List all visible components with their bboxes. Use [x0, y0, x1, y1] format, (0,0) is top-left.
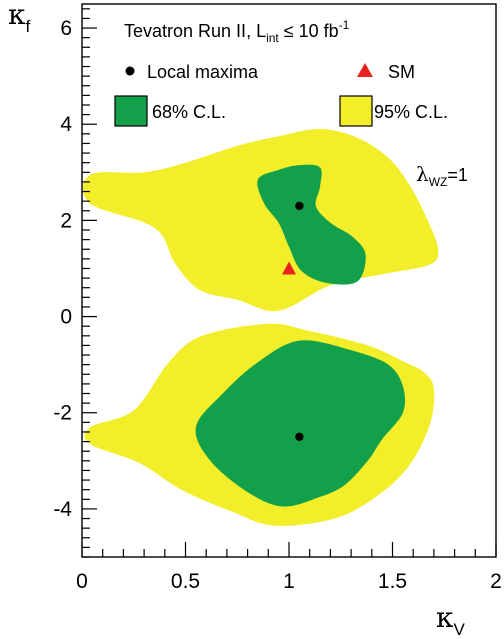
legend-cl68-label: 68% C.L. — [152, 102, 226, 122]
legend: Tevatron Run II, Lint ≤ 10 fb-1 Local ma… — [114, 18, 448, 127]
x-axis-label: κV — [436, 601, 466, 639]
y-axis-sub: f — [26, 17, 31, 36]
x-axis-sub: V — [454, 620, 466, 639]
y-axis-symbol: κ — [8, 0, 26, 31]
legend-title-prefix: Tevatron Run II, L — [124, 21, 266, 41]
legend-sm-label: SM — [388, 62, 415, 82]
legend-title: Tevatron Run II, Lint ≤ 10 fb-1 — [124, 18, 350, 45]
legend-title-sup: -1 — [339, 18, 350, 32]
legend-cl95-label: 95% C.L. — [374, 102, 448, 122]
y-tick-label: 2 — [60, 209, 72, 232]
x-tick-label: 1 — [283, 570, 295, 593]
markers — [282, 201, 304, 441]
local-maximum-point — [295, 201, 304, 211]
confidence-regions — [82, 128, 439, 526]
y-axis-label: κf — [8, 0, 31, 36]
legend-maxima-marker — [125, 66, 135, 76]
y-tick-label: -2 — [53, 402, 72, 425]
x-tick-label: 1.5 — [378, 570, 407, 593]
sm-point — [282, 261, 296, 275]
x-tick-label: 2 — [490, 570, 502, 593]
legend-cl95-swatch — [339, 95, 373, 127]
lambda-annotation: λWZ=1 — [416, 162, 468, 189]
legend-sm-marker — [357, 63, 373, 77]
y-tick-label: 4 — [60, 113, 72, 136]
legend-cl68-swatch — [114, 95, 148, 127]
lambda-rest: =1 — [447, 165, 468, 185]
x-tick-label: 0.5 — [171, 570, 200, 593]
y-tick-label: 6 — [60, 17, 72, 40]
legend-maxima-label: Local maxima — [147, 62, 259, 82]
region-68cl-2 — [257, 164, 366, 285]
lambda-symbol: λ — [416, 162, 429, 186]
region-68cl-3 — [195, 340, 406, 507]
local-maximum-point — [295, 432, 304, 441]
y-tick-label: -4 — [53, 498, 72, 521]
legend-title-mid: ≤ 10 fb — [279, 21, 339, 41]
x-tick-label: 0 — [76, 570, 88, 593]
legend-title-sub: int — [266, 31, 279, 45]
axis-tick-labels: 0 0.5 1 1.5 2 -4 -2 0 2 4 6 — [53, 17, 502, 593]
region-95cl-0 — [82, 128, 439, 312]
x-axis-symbol: κ — [436, 601, 454, 634]
lambda-sub: WZ — [429, 175, 448, 189]
y-tick-label: 0 — [60, 306, 72, 329]
axis-ticks — [81, 8, 497, 558]
